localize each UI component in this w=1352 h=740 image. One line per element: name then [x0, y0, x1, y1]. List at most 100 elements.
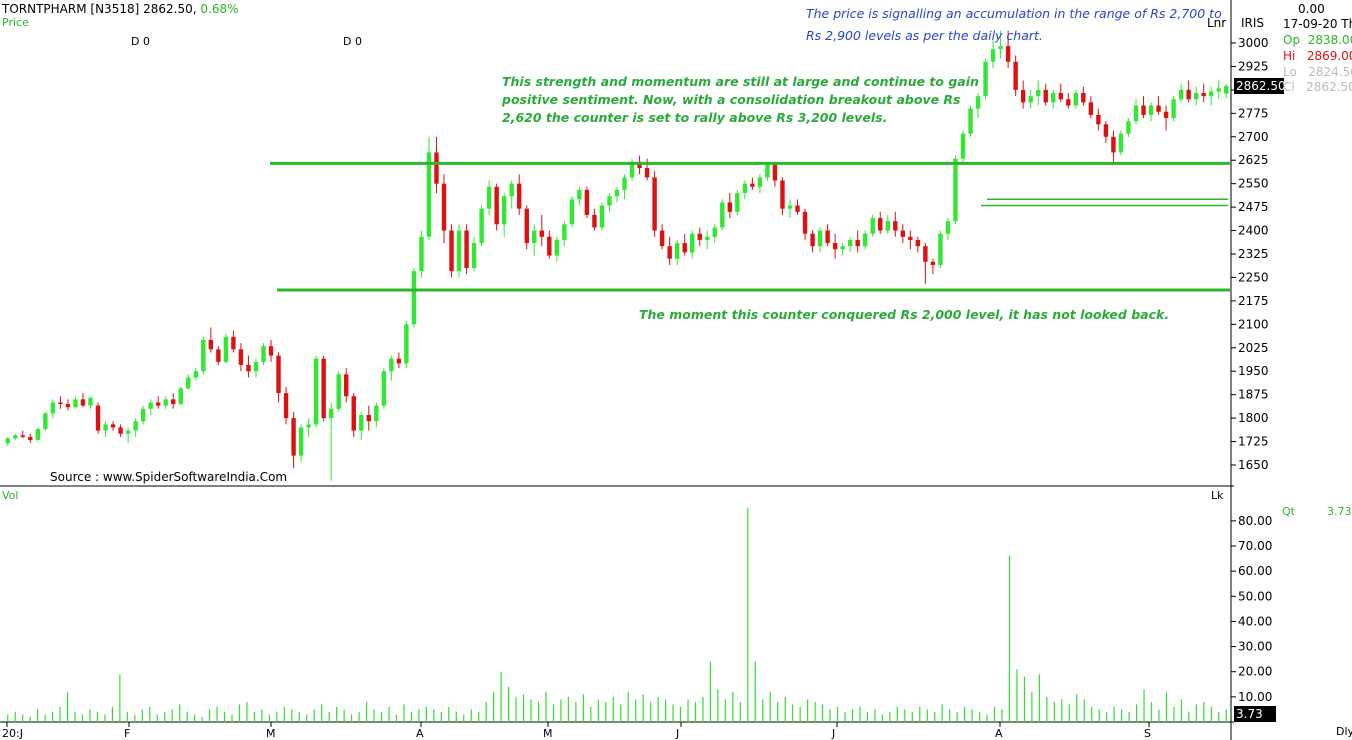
time-tick-label: F [124, 727, 130, 740]
candle-body [396, 358, 402, 364]
candle-body [35, 429, 41, 440]
source-label: Source : www.SpiderSoftwareIndia.Com [50, 470, 288, 484]
candle-body [652, 177, 657, 231]
candle-body [569, 199, 575, 225]
candle-body [73, 399, 78, 408]
candle-body [28, 436, 33, 440]
candle-body [659, 230, 665, 247]
candle-body [163, 399, 168, 406]
price-tick-label: 2925 [1238, 59, 1269, 73]
candle-body [674, 243, 680, 259]
candle-body [577, 189, 582, 200]
volume-tick-label: 70.00 [1238, 539, 1272, 553]
cl-value: 2862.50 [1306, 80, 1352, 94]
candle-body [975, 96, 981, 109]
candle-body [434, 152, 439, 184]
timeframe-label[interactable]: Dly [1336, 725, 1352, 738]
candle-body [614, 189, 620, 197]
candle-body [1088, 102, 1094, 115]
candle-body [201, 339, 206, 372]
candle-body [727, 202, 733, 212]
candle-body [817, 230, 823, 247]
iris-label[interactable]: IRIS [1241, 16, 1265, 30]
candle-body [878, 218, 883, 231]
price-tick-label: 2100 [1238, 317, 1269, 331]
candle-body [155, 402, 161, 406]
candle-body [945, 221, 951, 234]
candle-body [960, 133, 966, 159]
candle-body [757, 177, 763, 187]
candle-body [983, 61, 988, 97]
candle-body [193, 371, 198, 378]
candle-body [855, 239, 860, 247]
candle-body [118, 427, 123, 434]
scale-mode-label[interactable]: Lnr [1207, 16, 1227, 30]
candle-body [1066, 99, 1071, 106]
candle-body [517, 183, 522, 209]
candle-body [50, 402, 56, 414]
candle-body [276, 355, 281, 394]
volume-tag: 3.73 [1234, 706, 1276, 722]
volume-tick-label: 40.00 [1238, 614, 1272, 628]
candle-body [697, 233, 702, 240]
candle-body [750, 183, 755, 187]
candle-body [133, 421, 138, 431]
candle-body [832, 243, 838, 250]
candle-body [1036, 89, 1041, 97]
candle-body [720, 202, 725, 228]
candle-body [208, 339, 214, 350]
price-tick-label: 3000 [1238, 36, 1269, 50]
candle-body [1156, 105, 1161, 112]
candle-body [374, 405, 379, 422]
time-tick-label: A [995, 727, 1003, 740]
marker-d0-2: D 0 [343, 35, 362, 48]
candle-body [1193, 93, 1199, 100]
hi-value: 2869.00 [1306, 49, 1352, 63]
price-tick-label: 1725 [1238, 435, 1269, 449]
qt-value: 3.73 [1327, 505, 1352, 518]
candle-body [80, 399, 86, 406]
candle-body [1005, 46, 1011, 62]
candle-body [1148, 105, 1154, 115]
candle-body [186, 377, 191, 389]
candle-body [742, 183, 748, 194]
candle-body [1178, 89, 1184, 100]
candle-body [291, 418, 296, 456]
candle-body [449, 230, 454, 272]
candle-body [629, 161, 635, 178]
candle-body [802, 211, 808, 234]
candle-body [419, 236, 424, 272]
green-annotation-line-1: This strength and momentum are still at … [502, 74, 979, 89]
candle-body [344, 374, 349, 397]
candle-body [637, 161, 642, 169]
qt-label: Qt [1282, 505, 1295, 518]
time-tick-label: M [543, 727, 553, 740]
candle-body [885, 221, 890, 231]
candle-body [103, 424, 108, 431]
candle-body [223, 336, 229, 362]
candle-body [298, 427, 304, 456]
candle-body [58, 402, 63, 405]
candle-body [125, 430, 131, 434]
candle-body [494, 186, 499, 225]
candle-body [915, 239, 921, 247]
candle-body [501, 196, 507, 225]
series-label: Price [2, 16, 29, 29]
candle-body [359, 414, 364, 431]
price-tick-label: 1875 [1238, 388, 1269, 402]
candle-body [268, 346, 274, 356]
candle-body [5, 438, 10, 444]
candle-body [863, 233, 868, 247]
candle-body [953, 158, 958, 222]
candle-body [1096, 114, 1101, 125]
price-tick-label: 2025 [1238, 341, 1269, 355]
candle-body [772, 164, 778, 181]
candle-body [389, 358, 394, 372]
blue-annotation: The price is signalling an accumulation … [806, 3, 1222, 47]
candle-body [968, 108, 973, 134]
candle-body [1141, 105, 1146, 115]
lk-label: Lk [1211, 489, 1224, 502]
cl-label: Cl [1283, 80, 1295, 94]
price-tick-label: 2550 [1238, 177, 1269, 191]
